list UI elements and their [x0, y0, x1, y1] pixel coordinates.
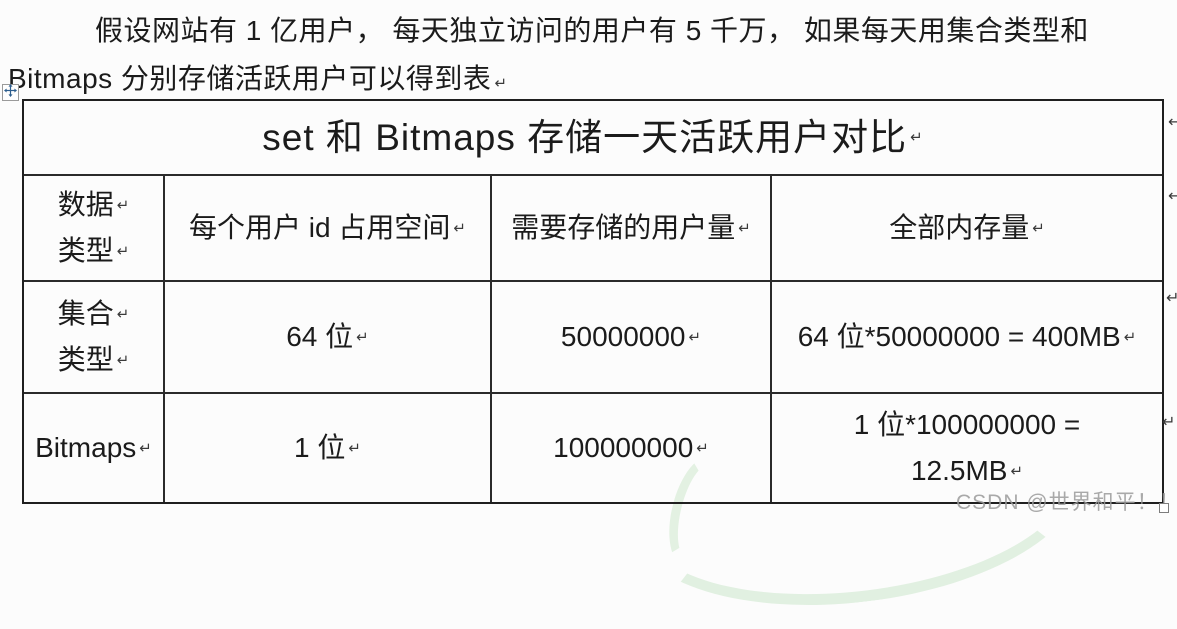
table-resize-handle[interactable] [1159, 503, 1169, 513]
bitmaps-total-memory-line2: 12.5MB [910, 455, 1008, 486]
return-mark: ↵ [453, 219, 466, 237]
move-icon [4, 83, 17, 102]
set-space-per-id-value: 64 位 [286, 321, 354, 352]
row-bitmaps-users-to-store: 100000000 ↵ [492, 394, 772, 502]
row-set-space-per-id: 64 位 ↵ [165, 282, 492, 394]
set-type-line1: 集合 [57, 298, 114, 329]
return-mark: ↵ [116, 242, 130, 260]
row-end-mark: ↵ [1168, 114, 1177, 131]
header-data-type: 数据 ↵ 类型 ↵ [24, 176, 165, 282]
set-type-line2: 类型 [57, 344, 114, 375]
row-end-mark: ↵ [1168, 188, 1177, 205]
header-data-type-line1: 数据 [57, 189, 114, 220]
return-mark: ↵ [116, 351, 130, 369]
row-bitmaps-type-cell: Bitmaps ↵ [24, 394, 165, 502]
table-title: set 和 Bitmaps 存储一天活跃用户对比 [262, 116, 908, 158]
header-space-per-user-id-label: 每个用户 id 占用空间 [189, 212, 451, 243]
row-bitmaps-space-per-id: 1 位 ↵ [165, 394, 492, 502]
paragraph-return-mark: ↵ [494, 75, 508, 92]
intro-paragraph-line1: 假设网站有 1 亿用户， 每天独立访问的用户有 5 千万， 如果每天用集合类型和 [95, 15, 1089, 46]
csdn-author-watermark: CSDN @世界和平！！！！ [956, 491, 1177, 514]
row-end-mark: ↵ [1162, 414, 1176, 431]
return-mark: ↵ [1010, 462, 1024, 480]
return-mark: ↵ [348, 439, 361, 457]
set-users-to-store-value: 50000000 [560, 321, 686, 352]
return-mark: ↵ [116, 196, 130, 214]
header-total-memory-label: 全部内存量 [889, 212, 1030, 243]
return-mark: ↵ [139, 439, 152, 457]
header-users-to-store: 需要存储的用户量 ↵ [492, 176, 772, 282]
table-move-handle[interactable] [2, 83, 19, 102]
set-vs-bitmaps-comparison-table: set 和 Bitmaps 存储一天活跃用户对比 ↵ 数据 ↵ 类型 ↵ 每个用户 i… [22, 99, 1164, 504]
bitmaps-users-to-store-value: 100000000 [553, 432, 694, 463]
row-bitmaps-total-memory: 1 位*100000000 = 12.5MB ↵ [772, 394, 1162, 502]
set-total-memory-value: 64 位*50000000 = 400MB [797, 321, 1121, 352]
intro-paragraph-line2: Bitmaps 分别存储活跃用户可以得到表 ↵ [8, 57, 508, 97]
return-mark: ↵ [116, 305, 130, 323]
row-set-type-cell: 集合 ↵ 类型 ↵ [24, 282, 165, 394]
return-mark: ↵ [910, 129, 924, 146]
header-space-per-user-id: 每个用户 id 占用空间 ↵ [165, 176, 492, 282]
header-data-type-line2: 类型 [57, 235, 114, 266]
row-set-total-memory: 64 位*50000000 = 400MB ↵ [772, 282, 1162, 394]
return-mark: ↵ [696, 439, 709, 457]
return-mark: ↵ [688, 328, 702, 346]
header-total-memory: 全部内存量 ↵ [772, 176, 1162, 282]
return-mark: ↵ [1123, 328, 1137, 346]
bitmaps-space-per-id-value: 1 位 [294, 432, 346, 463]
header-users-to-store-label: 需要存储的用户量 [511, 212, 736, 243]
return-mark: ↵ [738, 219, 751, 237]
return-mark: ↵ [356, 328, 369, 346]
return-mark: ↵ [1032, 219, 1045, 237]
bitmaps-type-label: Bitmaps [35, 432, 137, 463]
intro-line2-text: Bitmaps 分别存储活跃用户可以得到表 [8, 63, 492, 94]
bitmaps-total-memory-line1: 1 位*100000000 = [853, 409, 1081, 440]
row-set-users-to-store: 50000000 ↵ [492, 282, 772, 394]
table-title-cell: set 和 Bitmaps 存储一天活跃用户对比 ↵ [24, 101, 1162, 176]
row-end-mark: ↵ [1166, 290, 1177, 307]
